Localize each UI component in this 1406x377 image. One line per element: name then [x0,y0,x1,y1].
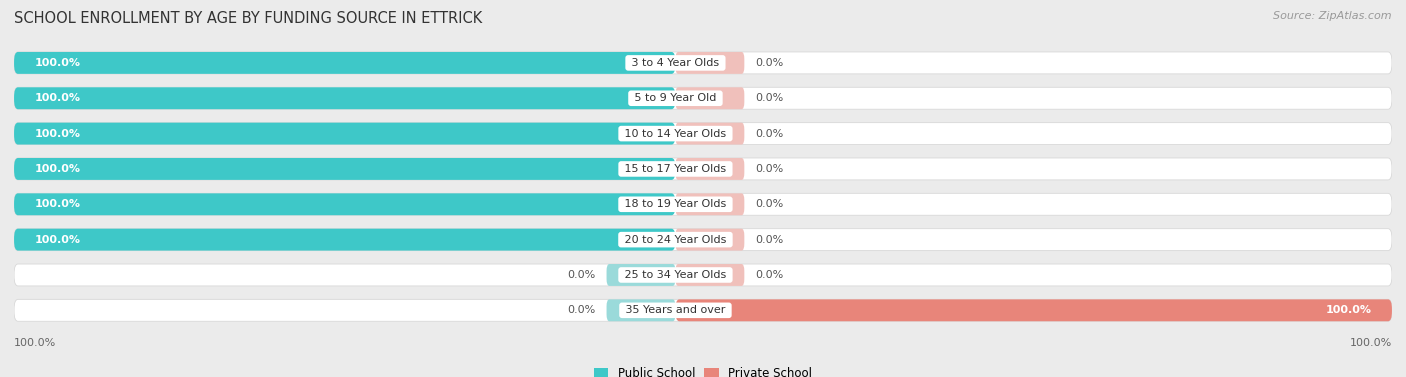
Text: 18 to 19 Year Olds: 18 to 19 Year Olds [621,199,730,209]
Text: 0.0%: 0.0% [567,305,596,315]
Text: 15 to 17 Year Olds: 15 to 17 Year Olds [621,164,730,174]
FancyBboxPatch shape [14,229,675,251]
Text: 100.0%: 100.0% [35,164,80,174]
FancyBboxPatch shape [14,193,675,215]
FancyBboxPatch shape [675,52,744,74]
FancyBboxPatch shape [675,229,744,251]
Text: 0.0%: 0.0% [755,164,783,174]
FancyBboxPatch shape [14,123,1392,144]
FancyBboxPatch shape [606,264,675,286]
Text: 3 to 4 Year Olds: 3 to 4 Year Olds [628,58,723,68]
Text: 100.0%: 100.0% [35,129,80,139]
Text: 0.0%: 0.0% [567,270,596,280]
Text: 100.0%: 100.0% [35,58,80,68]
Text: 10 to 14 Year Olds: 10 to 14 Year Olds [621,129,730,139]
Text: 0.0%: 0.0% [755,93,783,103]
Text: 35 Years and over: 35 Years and over [621,305,728,315]
FancyBboxPatch shape [14,229,1392,251]
FancyBboxPatch shape [14,299,1392,321]
FancyBboxPatch shape [14,87,675,109]
Text: 0.0%: 0.0% [755,58,783,68]
Text: 100.0%: 100.0% [14,338,56,348]
Text: 5 to 9 Year Old: 5 to 9 Year Old [631,93,720,103]
FancyBboxPatch shape [14,123,675,144]
Text: 100.0%: 100.0% [1326,305,1371,315]
FancyBboxPatch shape [14,158,675,180]
Text: 100.0%: 100.0% [35,199,80,209]
Text: 0.0%: 0.0% [755,270,783,280]
Text: 20 to 24 Year Olds: 20 to 24 Year Olds [621,234,730,245]
Legend: Public School, Private School: Public School, Private School [589,362,817,377]
Text: 100.0%: 100.0% [35,93,80,103]
Text: 25 to 34 Year Olds: 25 to 34 Year Olds [621,270,730,280]
Text: 100.0%: 100.0% [35,234,80,245]
FancyBboxPatch shape [14,193,1392,215]
FancyBboxPatch shape [14,158,1392,180]
FancyBboxPatch shape [675,123,744,144]
FancyBboxPatch shape [14,52,1392,74]
FancyBboxPatch shape [675,299,1392,321]
Text: 0.0%: 0.0% [755,129,783,139]
FancyBboxPatch shape [675,87,744,109]
FancyBboxPatch shape [675,264,744,286]
Text: SCHOOL ENROLLMENT BY AGE BY FUNDING SOURCE IN ETTRICK: SCHOOL ENROLLMENT BY AGE BY FUNDING SOUR… [14,11,482,26]
Text: 0.0%: 0.0% [755,234,783,245]
FancyBboxPatch shape [675,193,744,215]
FancyBboxPatch shape [14,87,1392,109]
FancyBboxPatch shape [14,264,1392,286]
FancyBboxPatch shape [675,158,744,180]
Text: 100.0%: 100.0% [1350,338,1392,348]
FancyBboxPatch shape [606,299,675,321]
FancyBboxPatch shape [14,52,675,74]
Text: Source: ZipAtlas.com: Source: ZipAtlas.com [1274,11,1392,21]
Text: 0.0%: 0.0% [755,199,783,209]
